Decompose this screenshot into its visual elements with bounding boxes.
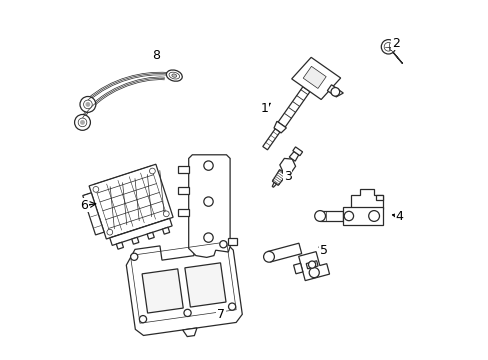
Polygon shape — [291, 57, 340, 99]
Circle shape — [314, 211, 325, 221]
Polygon shape — [178, 187, 188, 194]
Ellipse shape — [169, 72, 179, 79]
Polygon shape — [292, 147, 302, 156]
Circle shape — [183, 309, 191, 316]
Polygon shape — [183, 328, 197, 337]
Polygon shape — [273, 121, 286, 133]
Text: 8: 8 — [152, 49, 160, 62]
Text: 3: 3 — [283, 170, 291, 183]
Circle shape — [149, 168, 155, 174]
Circle shape — [80, 96, 96, 112]
Polygon shape — [386, 45, 402, 64]
Circle shape — [93, 186, 99, 192]
Polygon shape — [178, 209, 188, 216]
Circle shape — [86, 103, 89, 106]
Polygon shape — [272, 170, 286, 185]
Polygon shape — [305, 261, 317, 269]
Polygon shape — [278, 87, 309, 127]
Polygon shape — [109, 219, 172, 246]
Text: 2: 2 — [391, 37, 399, 50]
Circle shape — [163, 211, 169, 217]
Polygon shape — [147, 232, 154, 239]
Text: 7: 7 — [217, 309, 224, 321]
Polygon shape — [272, 183, 276, 187]
Text: 1: 1 — [260, 102, 268, 114]
Polygon shape — [131, 237, 139, 244]
Polygon shape — [262, 129, 279, 150]
Circle shape — [130, 253, 138, 260]
Circle shape — [107, 229, 112, 235]
Polygon shape — [303, 66, 325, 89]
Circle shape — [384, 42, 392, 51]
Polygon shape — [298, 252, 329, 281]
Circle shape — [219, 240, 226, 248]
Circle shape — [139, 316, 146, 323]
Polygon shape — [89, 164, 173, 239]
Circle shape — [344, 211, 353, 221]
Polygon shape — [142, 269, 183, 313]
Circle shape — [83, 100, 92, 109]
Polygon shape — [326, 85, 343, 97]
Polygon shape — [178, 166, 188, 173]
Polygon shape — [289, 152, 298, 161]
Polygon shape — [343, 207, 382, 225]
Polygon shape — [279, 158, 295, 173]
Circle shape — [308, 267, 319, 278]
Polygon shape — [116, 242, 123, 249]
Text: 4: 4 — [395, 210, 403, 222]
Polygon shape — [126, 237, 242, 336]
Polygon shape — [375, 195, 382, 200]
Circle shape — [368, 211, 379, 221]
Polygon shape — [82, 193, 104, 235]
Polygon shape — [267, 243, 301, 262]
Polygon shape — [188, 155, 230, 257]
Circle shape — [381, 40, 395, 54]
Polygon shape — [228, 238, 237, 245]
Polygon shape — [293, 263, 302, 274]
Circle shape — [203, 197, 213, 206]
Ellipse shape — [171, 74, 176, 77]
Circle shape — [81, 121, 84, 124]
Circle shape — [263, 251, 274, 262]
Circle shape — [308, 261, 315, 268]
Polygon shape — [184, 263, 225, 307]
Circle shape — [203, 161, 213, 170]
Circle shape — [78, 118, 87, 127]
Circle shape — [330, 87, 339, 96]
Polygon shape — [320, 211, 343, 221]
Circle shape — [75, 114, 90, 130]
Ellipse shape — [166, 70, 182, 81]
Text: 5: 5 — [319, 244, 327, 257]
Circle shape — [228, 303, 235, 310]
Text: 6: 6 — [80, 199, 88, 212]
Circle shape — [203, 233, 213, 242]
Polygon shape — [162, 227, 169, 234]
Polygon shape — [350, 189, 382, 209]
